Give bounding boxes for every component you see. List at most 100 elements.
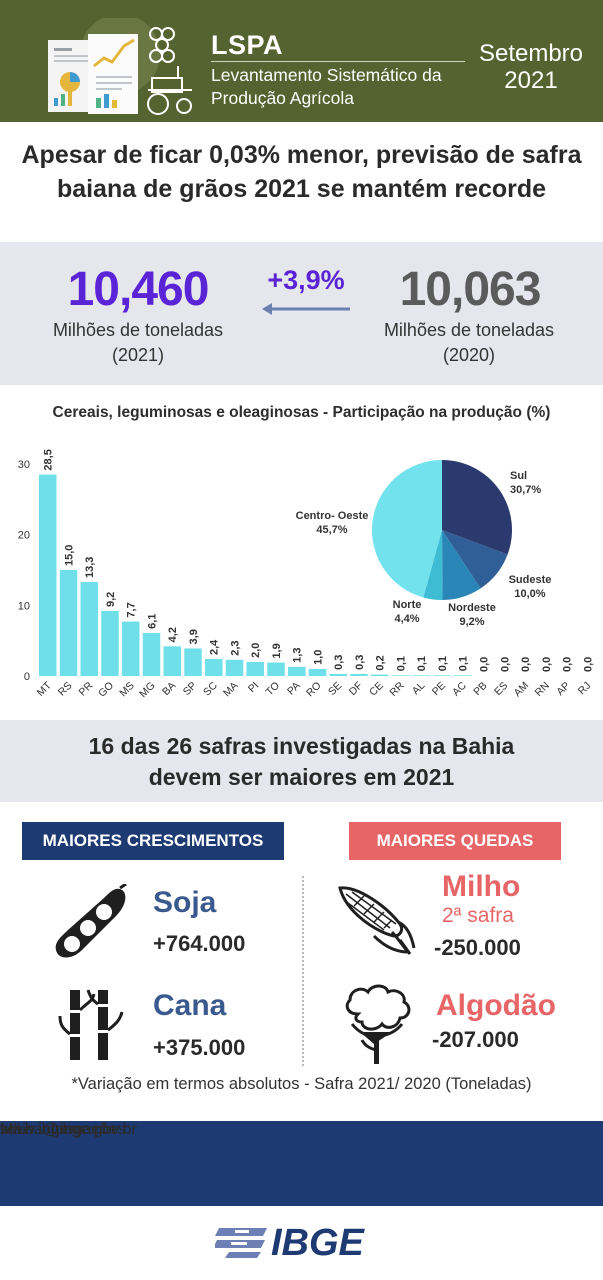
bar-value-label: 0,1 [458,656,470,671]
y-tick-label: 30 [18,459,30,471]
bar [80,582,98,676]
pie-slice-name: Norte [393,599,422,611]
footer-bar [0,1121,603,1206]
bar [288,666,306,676]
report-date: Setembro 2021 [466,40,596,94]
category-label: MA [221,680,241,700]
headline2-line2: devem ser maiores em 2021 [148,764,455,790]
category-label: PI [246,680,262,696]
y-tick-label: 10 [18,600,30,612]
category-label: SP [181,680,199,698]
growth-label: MAIORES CRESCIMENTOS [22,822,284,860]
more-info-label: Mais informações: [0,1121,130,1138]
pie-slice [442,460,513,555]
category-label: RR [387,679,407,699]
bar [39,474,57,676]
bar-value-label: 2,4 [209,639,221,655]
y-tick-label: 0 [24,671,30,683]
bar [267,662,285,676]
bar-value-label: 0,0 [499,657,511,672]
report-subtitle-line2: Produção Agrícola [211,88,355,108]
bar-value-label: 3,9 [188,629,200,644]
bar [101,610,119,676]
category-label: AC [450,679,469,698]
category-label: AL [410,680,428,698]
bar-value-label: 0,3 [354,655,366,670]
ibge-logo-text: IBGE [271,1222,366,1260]
bar [184,648,202,676]
bar-value-label: 0,0 [479,657,491,672]
ibge-logo: IBGE [215,1222,366,1260]
pie-slice [442,530,508,589]
category-label: RO [304,680,324,700]
header-banner: LSPA Levantamento Sistemático da Produçã… [0,0,603,122]
contact-email-link[interactable]: sdi.ba@ibge.gov.br [0,1121,137,1138]
bar-value-label: 1,9 [271,643,283,658]
footnote: *Variação em termos absolutos - Safra 20… [71,1075,532,1093]
category-label: RJ [576,680,594,698]
unit-2021: Milhões de toneladas [52,320,224,340]
year-2021: (2021) [111,345,165,365]
caption-2021: Milhões de toneladas (2021) [28,318,248,368]
bar-value-label: 15,0 [64,545,76,566]
value-2020: 10,063 [399,263,542,316]
category-label: AM [511,680,531,700]
column-divider [302,876,304,1066]
decline-label: MAIORES QUEDAS [349,822,561,860]
bar [205,659,223,676]
growth-item-name: Soja [153,886,217,919]
pie-slice [442,530,481,600]
category-label: MG [137,680,157,700]
category-label: PR [77,679,96,698]
bar [391,675,410,676]
bar-value-label: 2,0 [250,643,262,658]
bar [122,621,140,676]
bar [412,675,430,676]
pie-slice [372,460,442,598]
website-link[interactable]: www.ibge.gov.br [0,1121,117,1138]
category-label: ES [492,680,510,698]
pie-chart: Sul 30,7% Sudeste 10,0% Nordeste 9,2% Norte 4,4… [296,460,552,628]
unit-2020: Milhões de toneladas [383,320,555,340]
category-label: DF [347,680,365,698]
decline-item-name: Algodão [436,989,556,1022]
value-2021: 10,460 [67,263,210,316]
category-label: SC [201,679,220,698]
category-label: MT [35,679,55,699]
bar-value-label: 4,2 [167,627,179,642]
pie-slice-label: 9,2% [459,616,484,628]
pie-slice-label: 4,4% [394,613,419,625]
pie-slice-name: Sudeste [509,574,552,586]
y-tick-label: 20 [18,530,30,542]
growth-item-value: +375.000 [153,1035,246,1060]
bar-value-label: 0,1 [437,656,449,671]
bar-value-label: 9,2 [105,592,117,607]
bar-value-label: 0,1 [396,656,408,671]
year-2020: (2020) [442,345,496,365]
caption-2020: Milhões de toneladas (2020) [358,318,580,368]
bar [308,668,327,676]
bar-value-label: 1,0 [313,650,325,665]
category-label: MS [117,680,137,700]
category-label: SE [326,680,344,698]
change-percent: +3,9% [267,265,345,295]
report-subtitle: Levantamento Sistemático da Produção Agr… [211,64,471,110]
report-illustration-icon [48,18,192,115]
bar [350,673,368,676]
pie-slice-name: Sul [510,470,527,482]
bar [433,675,451,676]
headline-line1: Apesar de ficar 0,03% menor, previsão de… [21,141,582,169]
pie-slice-label: 10,0% [514,588,545,600]
bar [246,661,264,676]
pie-slice-label: 30,7% [510,484,541,496]
category-label: GO [96,680,116,700]
category-label: RS [56,680,75,699]
headline2: 16 das 26 safras investigadas na Bahia d… [0,731,603,793]
bar-value-label: 13,3 [84,557,96,578]
growth-item-name: Cana [153,989,227,1022]
bar-value-label: 0,0 [562,657,574,672]
pie-slice-name: Nordeste [448,602,496,614]
decline-item-value: -250.000 [434,935,521,960]
left-arrow-icon [262,303,350,315]
category-label: AP [554,680,572,698]
